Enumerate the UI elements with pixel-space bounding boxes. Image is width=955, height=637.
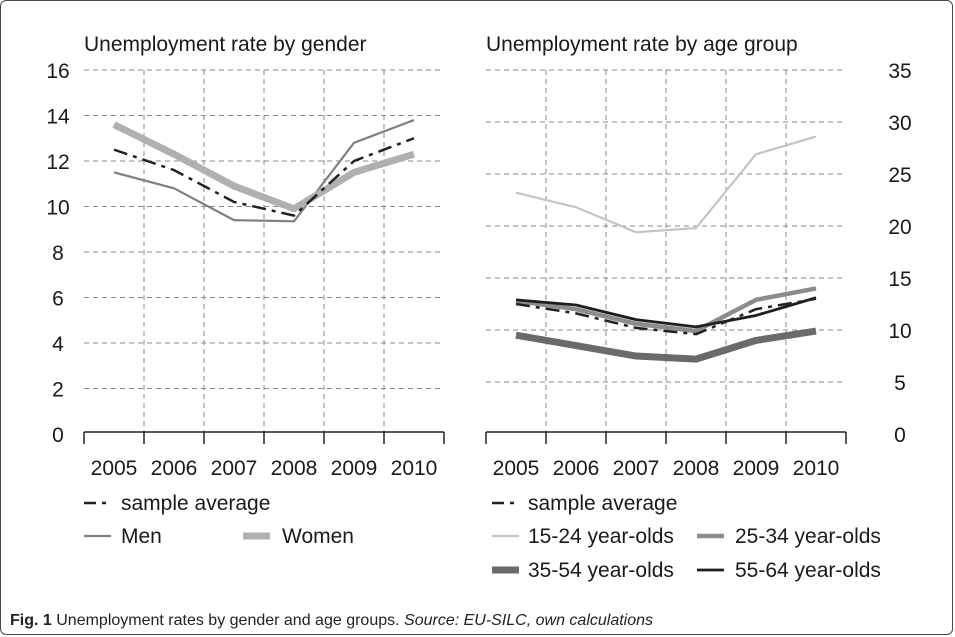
x-tick-label: 2005: [91, 457, 138, 480]
y-tick-label: 6: [52, 288, 64, 311]
x-tick-label: 2006: [151, 457, 198, 480]
series-line-35-54-year-olds: [515, 327, 817, 363]
chart-title-age: Unemployment rate by age group: [486, 33, 798, 56]
legend-label-55-64-year-olds: 55-64 year-olds: [735, 559, 881, 582]
x-tick-label: 2005: [493, 457, 540, 480]
y-tick-label: 16: [46, 60, 69, 83]
y-tick-label: 10: [888, 320, 911, 343]
series-gender: [112, 119, 416, 223]
axes-gender: 0 2 4 6 8 10 12 14 16 2005 2006 2007 2008 2009 2010: [46, 60, 445, 480]
x-tick-label: 2007: [613, 457, 660, 480]
series-age: [515, 135, 817, 363]
legend-label-25-34-year-olds: 25-34 year-olds: [735, 525, 881, 548]
series-line-women: [112, 121, 416, 213]
y-tick-label: 20: [888, 216, 911, 239]
x-tick-label: 2007: [211, 457, 258, 480]
y-tick-label: 14: [46, 106, 70, 129]
x-tick-label: 2006: [553, 457, 600, 480]
y-tick-label: 25: [888, 164, 911, 187]
chart-age-group: Unemployment rate by age group 0 5 10 15 20 2…: [485, 33, 912, 582]
legend-label-15-24-year-olds: 15-24 year-olds: [528, 525, 674, 548]
caption-text: Unemployment rates by gender and age gro…: [56, 612, 400, 629]
x-tick-label: 2008: [673, 457, 720, 480]
x-tick-label: 2010: [391, 457, 438, 480]
series-line-15-24-year-olds: [515, 135, 817, 234]
series-line-25-34-year-olds: [515, 286, 817, 334]
figure-caption: Fig. 1 Unemployment rates by gender and …: [10, 612, 653, 630]
x-tick-label: 2009: [733, 457, 780, 480]
axes-age: 0 5 10 15 20 25 30 35 2005 2006 2007 2008 2009 2010: [485, 60, 912, 480]
chart-gender: Unemployment rate by gender 0 2 4 6 8 10 12 14 1…: [46, 33, 445, 548]
y-tick-label: 15: [888, 268, 911, 291]
legend-label-sample-average: sample average: [121, 492, 270, 515]
caption-label: Fig. 1: [10, 612, 52, 629]
series-line-55-64-year-olds: [515, 296, 817, 329]
y-tick-label: 0: [52, 424, 64, 447]
y-tick-label: 0: [894, 424, 906, 447]
y-tick-label: 30: [888, 112, 911, 135]
figure-charts: Unemployment rate by gender 0 2 4 6 8 10 12 14 1…: [46, 33, 912, 582]
caption-source: Source: EU-SILC, own calculations: [404, 612, 654, 629]
legend-label-men: Men: [121, 525, 162, 548]
legend-label-35-54-year-olds: 35-54 year-olds: [528, 559, 674, 582]
legend-label-sample-average: sample average: [528, 492, 677, 515]
legend-label-women: Women: [282, 525, 354, 548]
series-line-men: [113, 119, 415, 223]
series-line-sample-average: [515, 297, 817, 336]
y-tick-label: 35: [888, 60, 911, 83]
chart-title-gender: Unemployment rate by gender: [84, 33, 367, 56]
y-tick-label: 12: [46, 151, 69, 174]
y-tick-label: 2: [52, 379, 64, 402]
legend-age: sample average 15-24 year-olds 25-34 year-…: [492, 492, 881, 582]
series-line-sample-average: [113, 137, 415, 217]
x-tick-label: 2009: [331, 457, 378, 480]
gridlines-age: [486, 69, 846, 432]
gridlines-gender: [84, 69, 444, 432]
y-tick-label: 8: [52, 242, 64, 265]
legend-gender: sample average Men Women: [84, 492, 354, 548]
x-tick-label: 2010: [793, 457, 840, 480]
y-tick-label: 10: [46, 197, 69, 220]
y-tick-label: 4: [52, 333, 64, 356]
y-tick-label: 5: [894, 372, 906, 395]
x-tick-label: 2008: [271, 457, 318, 480]
